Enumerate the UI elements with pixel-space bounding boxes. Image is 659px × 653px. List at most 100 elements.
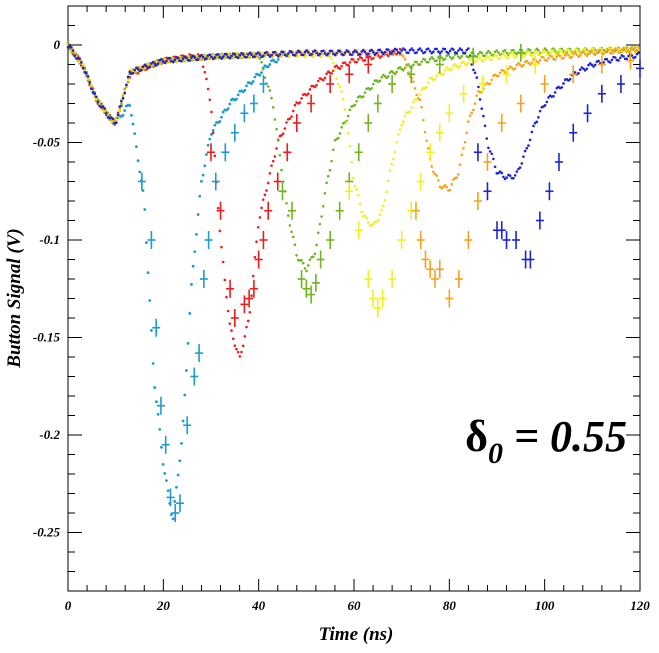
- data-point: [635, 49, 639, 52]
- data-point: [578, 54, 582, 57]
- data-point: [553, 58, 557, 61]
- data-point: [208, 53, 212, 56]
- data-point: [320, 215, 323, 218]
- data-point: [151, 60, 155, 64]
- data-point: [622, 55, 625, 58]
- data-point: [261, 67, 265, 71]
- data-point: [543, 104, 547, 107]
- data-point: [568, 50, 572, 54]
- data-point: [236, 350, 240, 354]
- data-point: [263, 193, 267, 197]
- data-point: [543, 47, 547, 50]
- data-point: [235, 347, 238, 351]
- data-point: [316, 79, 320, 83]
- data-point: [346, 131, 350, 135]
- data-point: [363, 214, 367, 218]
- data-point: [553, 91, 557, 94]
- data-point: [306, 264, 310, 267]
- data-point: [618, 51, 622, 54]
- data-point: [118, 109, 122, 112]
- data-point: [367, 221, 370, 224]
- data-point: [243, 335, 247, 338]
- data-point: [275, 127, 278, 131]
- data-point: [266, 53, 270, 57]
- data-point: [498, 170, 502, 173]
- data-point: [291, 109, 295, 113]
- data-point: [635, 52, 639, 56]
- data-point: [587, 63, 590, 67]
- data-point: [313, 252, 317, 256]
- data-point: [333, 69, 337, 72]
- data-point: [382, 204, 385, 208]
- data-point: [161, 60, 165, 63]
- data-point: [503, 49, 507, 52]
- data-point: [463, 51, 467, 55]
- data-point: [432, 57, 435, 60]
- data-point: [563, 54, 567, 57]
- data-point: [368, 55, 372, 59]
- data-point: [488, 150, 492, 153]
- data-point: [388, 169, 392, 172]
- data-point: [90, 83, 93, 87]
- data-point: [453, 62, 457, 66]
- data-point: [513, 67, 517, 70]
- data-point: [225, 295, 228, 299]
- data-point: [218, 229, 222, 233]
- data-point: [483, 57, 487, 60]
- data-point: [156, 412, 160, 416]
- data-point: [358, 202, 362, 206]
- data-point: [568, 77, 572, 81]
- data-point: [512, 54, 515, 57]
- data-point: [462, 60, 465, 64]
- data-point: [298, 50, 302, 54]
- data-point: [377, 218, 380, 222]
- data-point: [180, 59, 183, 63]
- data-point: [176, 473, 180, 477]
- data-point: [88, 79, 91, 82]
- data-point: [66, 41, 70, 45]
- data-point: [208, 137, 212, 141]
- data-point: [355, 100, 358, 103]
- data-point: [331, 148, 335, 152]
- data-point: [205, 153, 208, 156]
- data-point: [348, 108, 352, 112]
- data-point: [281, 50, 285, 54]
- data-point: [530, 61, 534, 65]
- data-point: [165, 479, 168, 483]
- data-point: [412, 48, 415, 52]
- data-point: [211, 129, 215, 132]
- error-bar-series: [207, 55, 373, 327]
- data-point: [410, 47, 413, 50]
- data-point: [260, 71, 263, 74]
- data-point: [273, 155, 277, 158]
- data-point: [326, 174, 330, 178]
- data-point: [73, 52, 76, 55]
- data-point: [502, 175, 505, 179]
- data-point: [562, 82, 565, 85]
- y-tick-label: -0.2: [39, 427, 60, 442]
- data-point: [637, 51, 640, 54]
- data-point: [415, 60, 418, 64]
- data-point: [226, 309, 230, 313]
- data-point: [161, 463, 165, 466]
- data-point: [343, 108, 347, 111]
- x-tick-label: 0: [65, 598, 72, 613]
- data-point: [185, 56, 188, 59]
- data-point: [537, 48, 540, 52]
- data-point: [241, 344, 245, 348]
- data-point: [475, 76, 479, 79]
- data-point: [495, 49, 499, 52]
- data-point: [510, 51, 514, 55]
- data-point: [268, 63, 272, 66]
- data-point: [470, 111, 474, 115]
- data-point: [528, 63, 532, 66]
- data-point: [105, 109, 108, 113]
- error-bar-series: [345, 55, 540, 318]
- data-point: [288, 224, 292, 227]
- data-point: [428, 49, 432, 53]
- data-point: [208, 98, 212, 102]
- data-point: [295, 253, 298, 257]
- data-point: [590, 63, 594, 67]
- data-point: [552, 50, 555, 54]
- data-point: [228, 102, 232, 106]
